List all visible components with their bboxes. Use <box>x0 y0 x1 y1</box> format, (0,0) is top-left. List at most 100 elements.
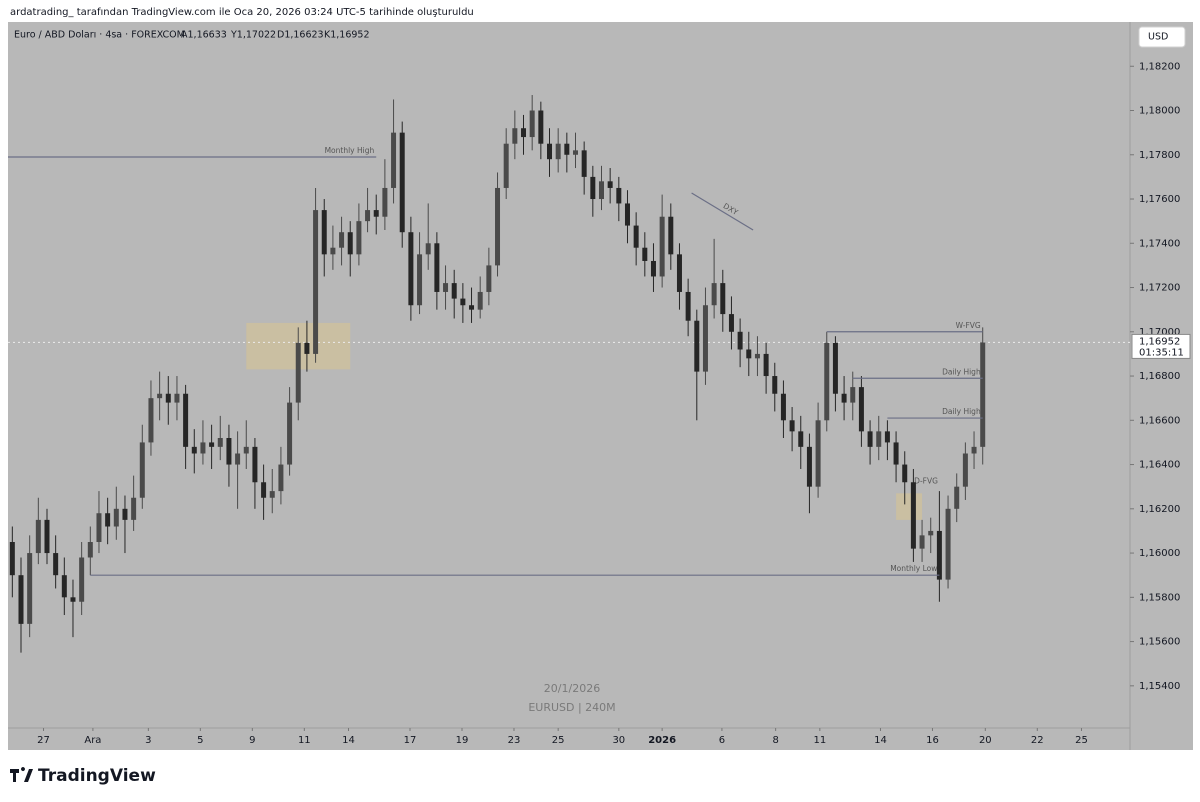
candle-body <box>61 575 67 598</box>
x-tick-label: Ara <box>84 735 101 746</box>
candle-body <box>806 446 812 487</box>
candle-body <box>772 376 778 394</box>
candle-body <box>477 291 483 310</box>
candle-body <box>269 491 275 498</box>
candle-body <box>824 342 830 421</box>
y-tick-label: 1,15400 <box>1139 681 1180 692</box>
y-tick-label: 1,16600 <box>1139 415 1180 426</box>
candle-body <box>53 553 59 576</box>
candle-body <box>157 393 163 399</box>
candle-body <box>382 187 388 217</box>
candle-body <box>347 232 353 255</box>
candle-body <box>685 291 691 321</box>
candle-body <box>919 535 925 549</box>
candle-body <box>408 232 414 306</box>
candle-body <box>148 398 154 443</box>
fvg-zone <box>896 493 923 520</box>
candle-body <box>607 181 613 188</box>
candle-body <box>243 446 249 454</box>
candle-body <box>252 446 258 483</box>
candle-body <box>217 438 223 447</box>
x-tick-label: 2026 <box>648 735 676 746</box>
y-tick-label: 1,16800 <box>1139 371 1180 382</box>
candle-body <box>616 187 622 204</box>
legend-symbol: Euro / ABD Doları · 4sa · FOREXCOM <box>14 30 185 41</box>
x-tick-label: 25 <box>552 735 565 746</box>
candle-body <box>763 353 769 377</box>
y-tick-label: 1,15600 <box>1139 637 1180 648</box>
x-tick-label: 3 <box>145 735 151 746</box>
candle-body <box>235 453 241 465</box>
candle-body <box>676 254 682 292</box>
candle-body <box>754 353 760 359</box>
candle-body <box>486 265 492 292</box>
candle-body <box>209 442 215 447</box>
candle-body <box>79 557 85 602</box>
candle-body <box>910 482 916 549</box>
candle-body <box>928 530 934 536</box>
candle-body <box>165 393 171 403</box>
y-tick-label: 1,17600 <box>1139 194 1180 205</box>
candle-body <box>867 431 873 447</box>
legend-high: Y1,17022 <box>230 30 276 41</box>
candle-body <box>105 513 111 527</box>
candle-body <box>642 247 648 261</box>
candle-body <box>96 513 102 542</box>
y-tick-label: 1,16400 <box>1139 460 1180 471</box>
candle-body <box>962 453 968 487</box>
candle-body <box>850 387 856 403</box>
x-tick-label: 5 <box>197 735 203 746</box>
x-tick-label: 11 <box>298 735 311 746</box>
candle-body <box>70 597 76 602</box>
candle-body <box>538 110 544 144</box>
candle-body <box>443 283 449 292</box>
candle-body <box>936 530 942 580</box>
last-price-label: 1,16952 <box>1139 336 1180 347</box>
candle-body <box>668 216 674 255</box>
candle-body <box>512 128 518 144</box>
candle-body <box>287 402 293 465</box>
plot-background <box>8 22 1193 750</box>
candle-body <box>87 542 93 558</box>
currency-button[interactable] <box>1138 26 1186 48</box>
candle-body <box>434 243 440 292</box>
candle-body <box>590 176 596 200</box>
candle-body <box>503 143 509 188</box>
candle-body <box>469 305 475 310</box>
x-tick-label: 23 <box>508 735 521 746</box>
x-tick-label: 19 <box>456 735 469 746</box>
candle-body <box>547 143 553 160</box>
candle-body <box>650 260 656 277</box>
candle-body <box>737 331 743 350</box>
candle-body <box>278 464 284 492</box>
y-tick-label: 1,16200 <box>1139 504 1180 515</box>
candle-body <box>529 110 535 138</box>
candle-body <box>183 393 189 447</box>
candle-body <box>399 132 405 233</box>
candle-body <box>815 420 821 487</box>
candle-body <box>884 431 890 443</box>
candle-body <box>122 508 128 520</box>
candle-body <box>711 283 717 306</box>
x-tick-label: 6 <box>719 735 725 746</box>
candle-body <box>728 314 734 332</box>
candle-body <box>798 431 804 447</box>
candle-body <box>841 393 847 403</box>
currency-label[interactable]: USD <box>1148 32 1168 43</box>
last-price-box <box>1131 333 1191 359</box>
y-tick-label: 1,17800 <box>1139 150 1180 161</box>
candle-body <box>391 132 397 188</box>
candle-body <box>356 221 362 255</box>
candle-body <box>425 243 431 255</box>
candle-body <box>945 508 951 580</box>
brand-logo: TradingView <box>10 766 156 786</box>
candle-body <box>18 575 24 624</box>
logo-mark <box>10 767 33 782</box>
candle-body <box>295 342 301 403</box>
candle-body <box>876 431 882 447</box>
x-tick-label: 27 <box>37 735 50 746</box>
legend-open: A1,16633 <box>181 30 227 41</box>
candle-body <box>564 143 570 155</box>
legend-low: D1,16623 <box>277 30 324 41</box>
candle-body <box>174 393 180 403</box>
